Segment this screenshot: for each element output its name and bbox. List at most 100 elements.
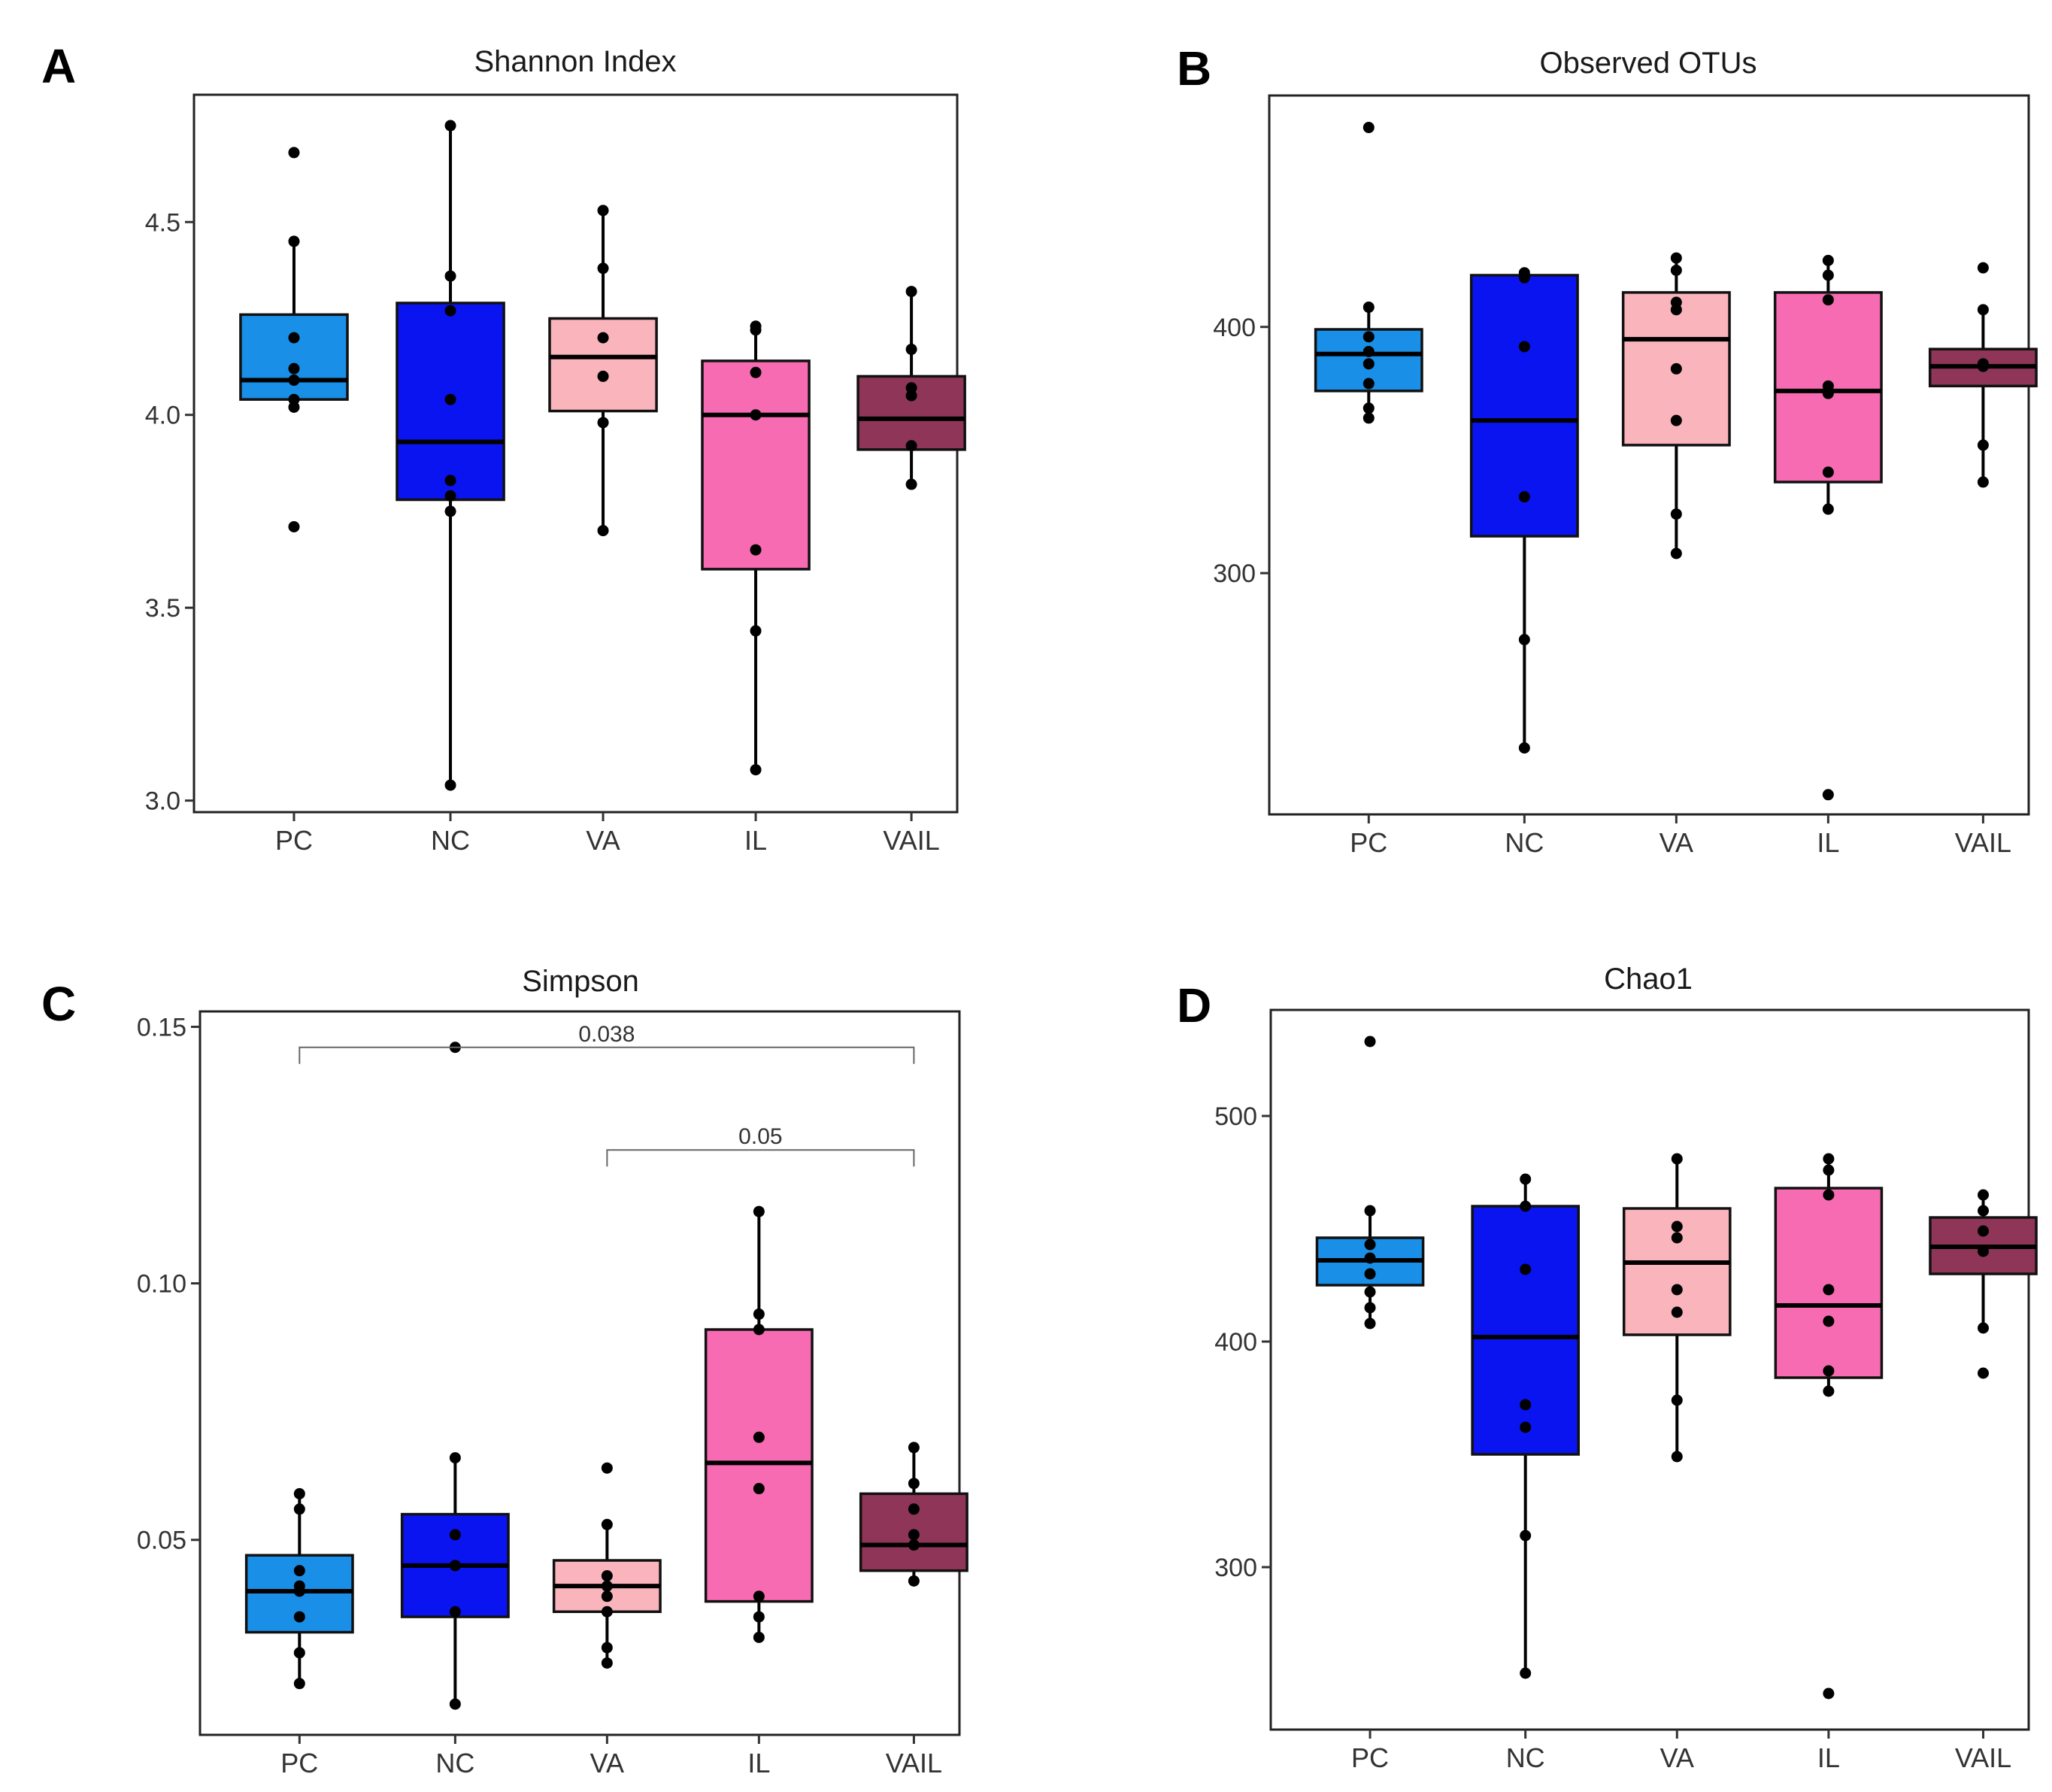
data-point — [1362, 122, 1375, 134]
x-tick-label: NC — [1505, 827, 1544, 858]
data-point — [1823, 1284, 1835, 1296]
box-il — [701, 320, 811, 776]
data-point — [1823, 1153, 1835, 1165]
chart-title: Shannon Index — [474, 45, 676, 78]
box-nc — [1471, 1173, 1580, 1679]
data-point — [1823, 1687, 1835, 1700]
data-point — [1977, 439, 1989, 451]
panel-letter: D — [1177, 978, 1211, 1032]
data-point — [444, 393, 456, 405]
box-nc — [1469, 267, 1579, 754]
x-tick-label: NC — [431, 825, 470, 856]
significance-bracket: 0.05 — [606, 1124, 915, 1167]
data-point — [753, 1205, 765, 1217]
x-tick-label: NC — [435, 1748, 474, 1778]
data-point — [750, 366, 762, 378]
data-point — [601, 1462, 613, 1474]
chart-title: Chao1 — [1604, 963, 1693, 996]
data-point — [601, 1642, 613, 1654]
p-value-label: 0.038 — [578, 1022, 635, 1047]
data-point — [1364, 1317, 1376, 1330]
data-point — [288, 362, 300, 374]
bracket-line — [299, 1046, 915, 1064]
data-point — [449, 1529, 461, 1541]
data-point — [1670, 264, 1682, 276]
data-point — [1364, 1268, 1376, 1280]
data-point — [1671, 1232, 1683, 1244]
data-point — [753, 1483, 765, 1495]
panel-letter: B — [1177, 41, 1211, 96]
box-nc — [400, 1042, 510, 1710]
y-tick-label: 3.0 — [145, 787, 180, 816]
data-point — [908, 1529, 920, 1541]
box-vail — [1929, 1189, 2038, 1379]
data-point — [449, 1606, 461, 1618]
data-point — [1518, 491, 1530, 503]
data-point — [908, 1478, 920, 1490]
data-point — [905, 344, 917, 356]
data-point — [753, 1611, 765, 1623]
data-point — [1364, 1286, 1376, 1298]
data-point — [1977, 262, 1989, 274]
x-tick-label: VA — [586, 825, 620, 856]
box-body — [704, 1328, 814, 1603]
data-point — [449, 1698, 461, 1710]
box-vail — [856, 286, 966, 490]
data-point — [1822, 269, 1834, 281]
data-point — [750, 324, 762, 336]
y-tick-label: 300 — [1214, 1554, 1257, 1582]
box-va — [548, 205, 658, 537]
data-point — [597, 370, 609, 382]
box-nc — [396, 120, 505, 791]
x-tick-label: NC — [1506, 1742, 1545, 1773]
data-point — [1823, 1189, 1835, 1201]
data-point — [750, 764, 762, 776]
data-point — [905, 478, 917, 490]
plot-frame — [1269, 1008, 2030, 1731]
data-point — [1671, 1306, 1683, 1318]
y-tick-label: 4.5 — [145, 208, 180, 237]
data-point — [293, 1678, 305, 1690]
data-point — [1362, 331, 1375, 343]
data-point — [288, 147, 300, 159]
data-point — [1364, 1035, 1376, 1048]
data-point — [1520, 1173, 1532, 1185]
data-point — [1822, 503, 1834, 515]
data-point — [1671, 1153, 1683, 1165]
data-point — [597, 262, 609, 274]
x-tick-label: IL — [744, 825, 767, 856]
data-point — [1671, 1220, 1683, 1233]
data-point — [1977, 304, 1989, 316]
box-vail — [1928, 262, 2038, 488]
data-point — [444, 490, 456, 502]
box-va — [1621, 252, 1731, 559]
data-point — [750, 625, 762, 637]
y-tick-label: 300 — [1213, 559, 1256, 588]
data-point — [1520, 1421, 1532, 1433]
data-point — [753, 1631, 765, 1643]
data-point — [288, 332, 300, 344]
data-point — [1978, 1367, 1990, 1379]
y-tick-label: 400 — [1213, 314, 1256, 342]
p-value-label: 0.05 — [738, 1124, 782, 1149]
data-point — [905, 390, 917, 402]
y-tick-label: 0.10 — [137, 1270, 186, 1299]
data-point — [1822, 789, 1834, 801]
data-point — [1362, 402, 1375, 414]
data-point — [1822, 387, 1834, 399]
data-point — [601, 1569, 613, 1581]
plot-frame — [192, 93, 959, 814]
data-point — [1518, 341, 1530, 353]
data-point — [601, 1580, 613, 1592]
data-point — [1520, 1530, 1532, 1542]
box-body — [701, 359, 811, 571]
data-point — [1364, 1252, 1376, 1264]
data-point — [1671, 1394, 1683, 1406]
data-point — [1823, 1385, 1835, 1397]
data-point — [1362, 378, 1375, 390]
data-point — [1518, 271, 1530, 284]
data-point — [1671, 1451, 1683, 1463]
